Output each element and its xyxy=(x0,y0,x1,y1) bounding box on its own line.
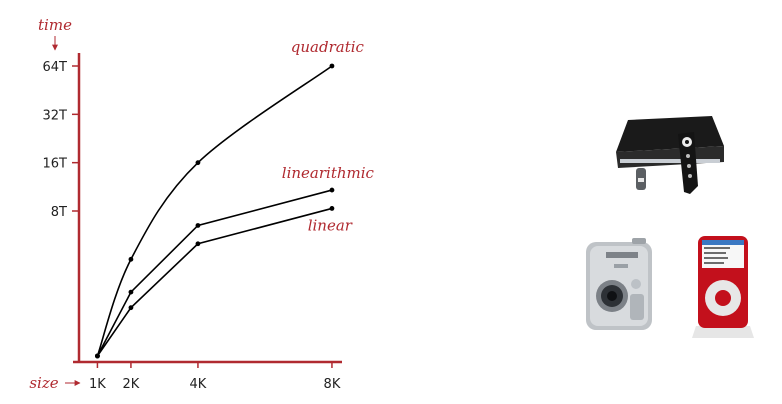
data-point-linearithmic xyxy=(128,289,134,295)
series-line-linear xyxy=(96,207,333,357)
data-point-linear xyxy=(329,206,335,211)
x-tick-label: 8K xyxy=(324,377,341,392)
x-tick-label: 4K xyxy=(190,377,207,392)
digital-camera-icon xyxy=(586,238,652,330)
series-line-quadratic xyxy=(96,65,333,357)
data-point-linear xyxy=(195,241,201,247)
data-point-linear xyxy=(95,353,100,359)
series-label-quadratic: quadratic xyxy=(291,38,365,56)
data-point-quadratic xyxy=(128,256,134,262)
dvr-with-remote-icon xyxy=(616,116,724,194)
scaling-chart: time size 1K 2K 4K 8K 8T 16T 32T 64T quadratic… xyxy=(29,16,375,392)
y-tick-label: 16T xyxy=(43,157,68,172)
series-label-linearithmic: linearithmic xyxy=(282,164,375,182)
series-line-linearithmic xyxy=(96,189,333,357)
data-point-quadratic xyxy=(195,160,201,166)
data-point-linear xyxy=(128,305,134,311)
y-axis-label: time xyxy=(38,16,72,34)
y-tick-label: 32T xyxy=(43,108,68,123)
series-label-linear: linear xyxy=(308,216,353,234)
red-music-player-icon xyxy=(692,236,754,338)
data-point-linearithmic xyxy=(329,187,335,193)
x-tick-label: 2K xyxy=(123,377,140,392)
x-tick-label: 1K xyxy=(89,377,106,392)
y-tick-label: 64T xyxy=(43,60,68,75)
y-tick-label: 8T xyxy=(51,205,67,220)
data-point-linearithmic xyxy=(195,223,201,228)
x-axis-label: size xyxy=(29,374,58,392)
data-point-quadratic xyxy=(329,63,335,69)
